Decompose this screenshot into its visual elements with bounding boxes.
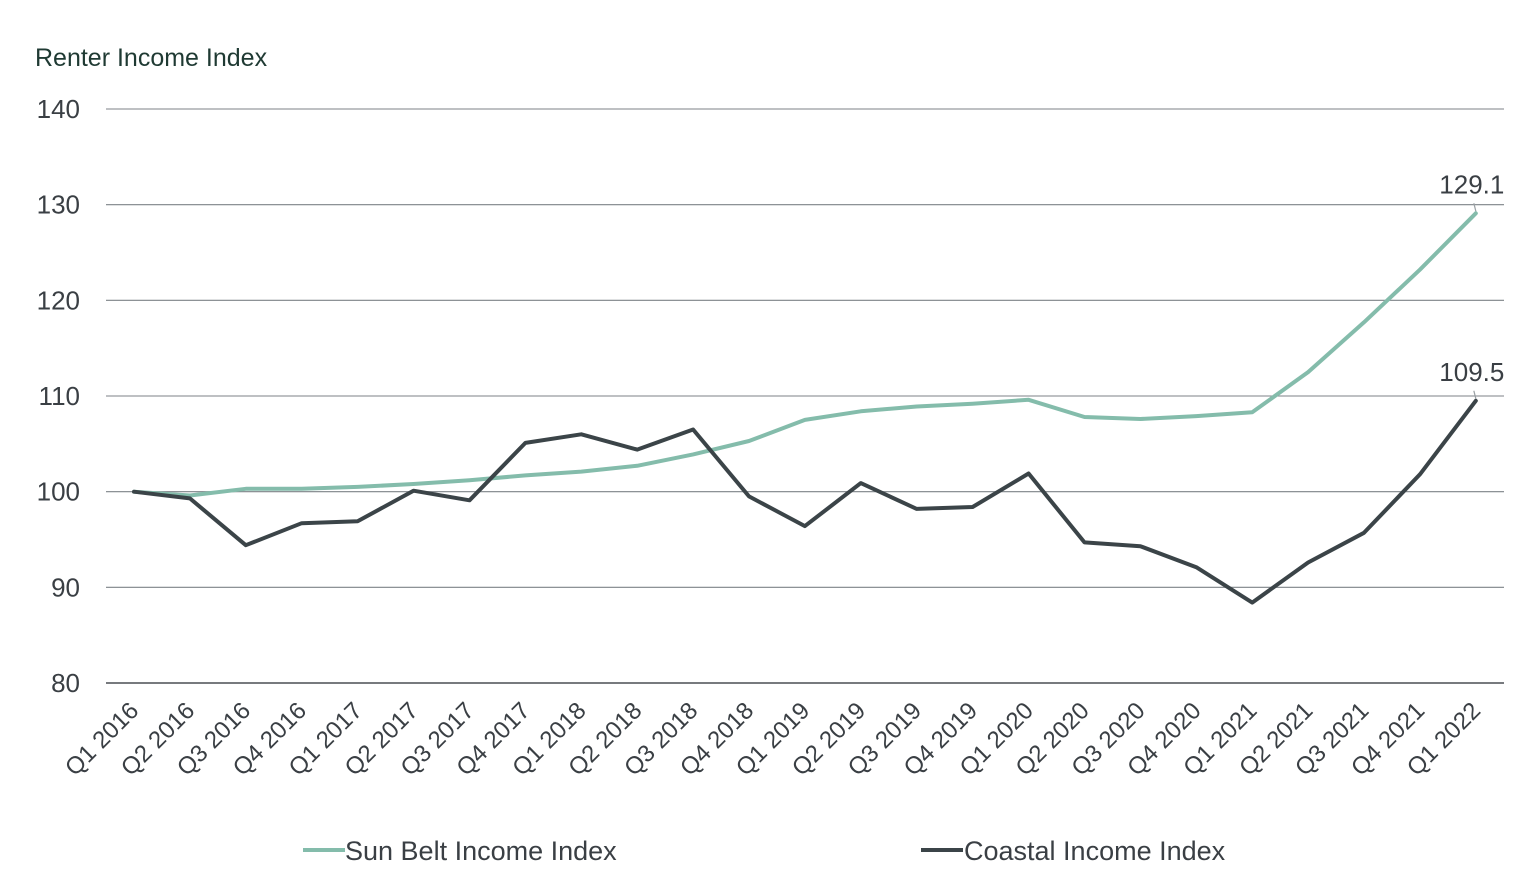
end-value-label: 109.5 bbox=[1439, 357, 1504, 387]
y-tick-label: 130 bbox=[37, 190, 80, 220]
y-tick-label: 80 bbox=[51, 668, 80, 698]
y-axis-title: Renter Income Index bbox=[35, 44, 268, 72]
y-tick-label: 110 bbox=[39, 381, 80, 411]
legend-label-coastal: Coastal Income Index bbox=[964, 836, 1226, 866]
series-line-0 bbox=[132, 211, 1478, 498]
end-value-label: 129.1 bbox=[1439, 169, 1504, 199]
y-axis-ticks: 80 90 100 110 120 130 140 bbox=[37, 94, 80, 698]
y-tick-label: 120 bbox=[37, 285, 80, 315]
y-tick-label: 140 bbox=[37, 94, 80, 124]
series-lines bbox=[132, 211, 1478, 605]
legend: Sun Belt Income Index Coastal Income Ind… bbox=[303, 836, 1226, 866]
end-label-leader bbox=[1473, 390, 1477, 399]
y-tick-label: 100 bbox=[37, 477, 80, 507]
series-line-1 bbox=[132, 398, 1478, 605]
end-labels: 129.1 109.5 bbox=[1439, 169, 1504, 399]
gridlines bbox=[106, 108, 1504, 684]
end-label-leader bbox=[1473, 203, 1477, 212]
legend-label-sun-belt: Sun Belt Income Index bbox=[345, 836, 617, 866]
y-tick-label: 90 bbox=[51, 572, 80, 602]
